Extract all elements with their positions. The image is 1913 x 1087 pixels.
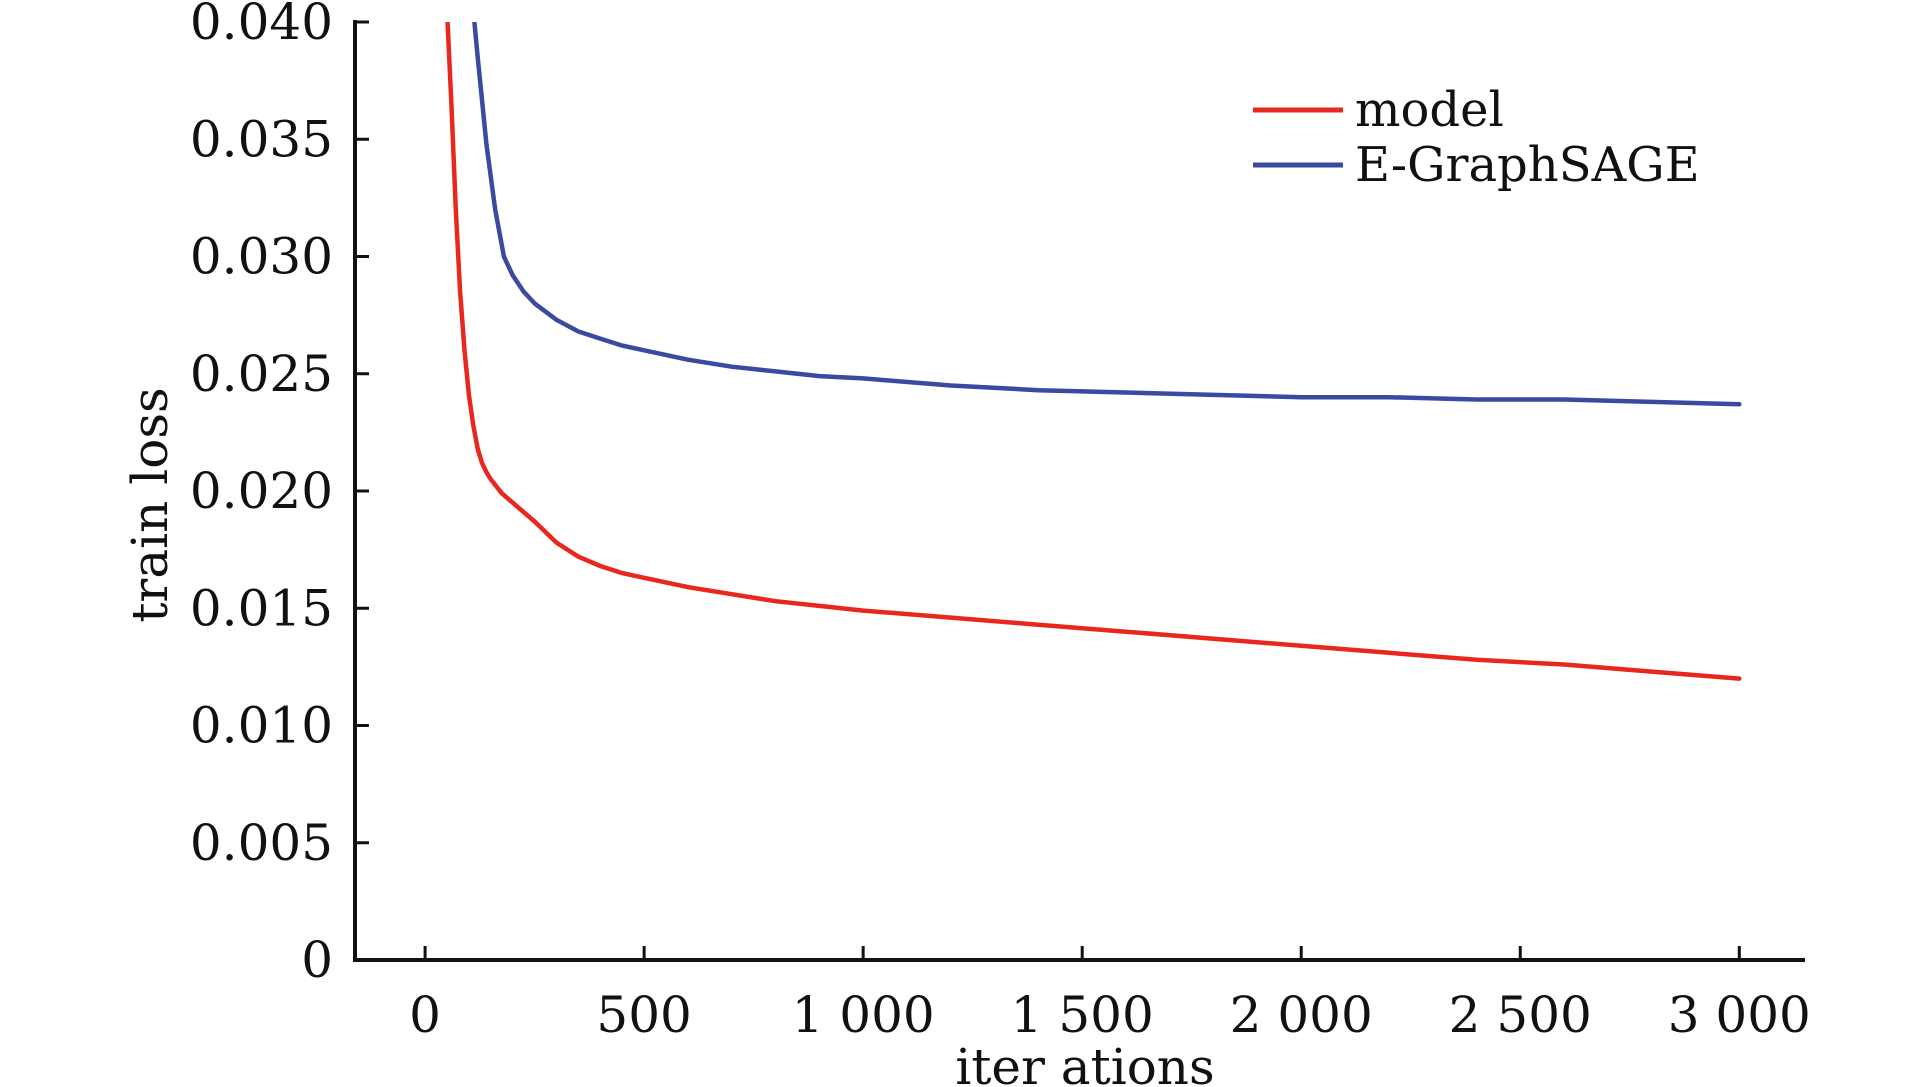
x-tick-label: 1 500 [1011, 986, 1154, 1044]
x-tick-label: 3 000 [1668, 986, 1811, 1044]
y-tick-label: 0.025 [190, 345, 333, 403]
y-tick-label: 0.005 [190, 814, 333, 872]
series-line-e-graphsage [472, 22, 1742, 407]
series-line-model [445, 22, 1742, 681]
y-tick-label: 0 [301, 931, 333, 989]
x-tick-label: 500 [596, 986, 691, 1044]
y-tick-label: 0.015 [190, 579, 333, 637]
legend-label: E-GraphSAGE [1355, 137, 1700, 193]
x-tick-label: 2 500 [1449, 986, 1592, 1044]
series-layer [445, 22, 1742, 681]
x-tick-label: 0 [409, 986, 441, 1044]
y-axis-title: train loss [121, 387, 179, 622]
x-tick-label: 2 000 [1230, 986, 1373, 1044]
y-tick-label: 0.040 [190, 0, 333, 51]
axes: 0 0.005 0.010 0.015 0.020 0.025 0.030 0.035 0.04… [121, 0, 1811, 1087]
x-axis-title: iter ations [955, 1038, 1214, 1087]
x-tick-label: 1 000 [792, 986, 935, 1044]
y-tick-label: 0.010 [190, 697, 333, 755]
legend-label: model [1355, 82, 1504, 138]
y-tick-label: 0.020 [190, 462, 333, 520]
y-tick-label: 0.030 [190, 228, 333, 286]
y-tick-label: 0.035 [190, 110, 333, 168]
